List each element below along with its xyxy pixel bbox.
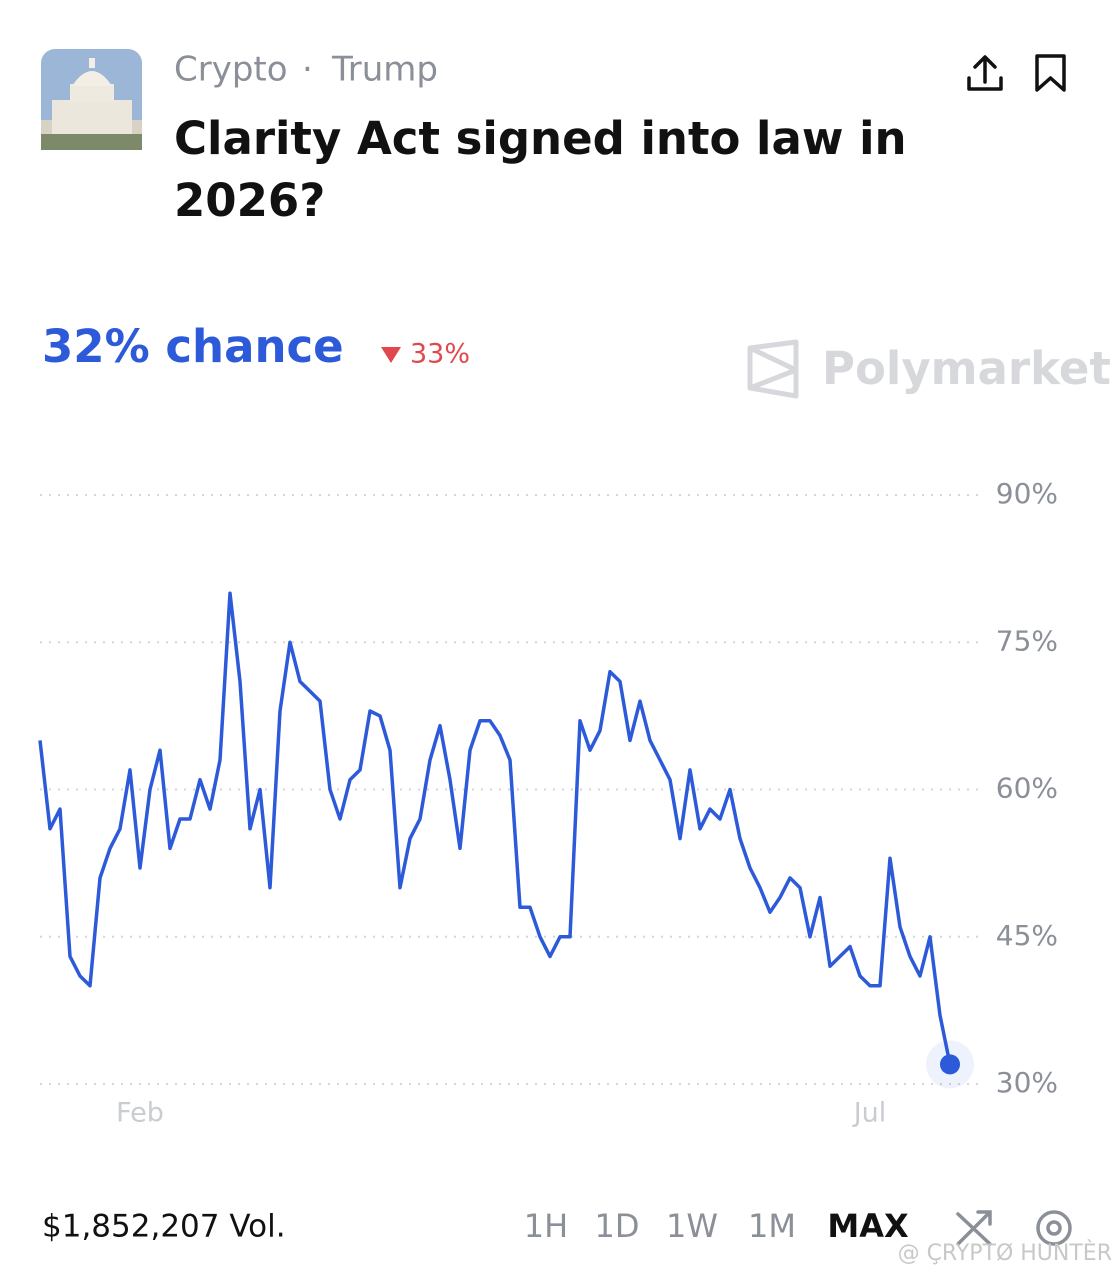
bookmark-button[interactable]: [1035, 54, 1066, 92]
y-tick-label: 60%: [996, 772, 1058, 805]
brand-logo: [747, 339, 799, 399]
y-tick-label: 45%: [996, 919, 1058, 952]
price-line: [38, 591, 952, 1065]
y-tick-label: 30%: [996, 1066, 1058, 1099]
range-button[interactable]: 1M: [748, 1207, 796, 1245]
y-tick-label: 75%: [996, 624, 1058, 657]
range-button[interactable]: 1D: [595, 1207, 640, 1245]
y-tick-label: 90%: [996, 477, 1058, 510]
x-tick-label: Jul: [852, 1098, 887, 1129]
market-icon: [41, 49, 142, 150]
x-tick-label: Feb: [116, 1098, 164, 1129]
watermark: @ ÇRYPTØ HUNTÈR: [898, 1240, 1112, 1266]
down-arrow: [381, 347, 401, 363]
volume: $1,852,207 Vol.: [42, 1209, 286, 1245]
range-button[interactable]: 1H: [524, 1207, 568, 1245]
range-button[interactable]: MAX: [827, 1207, 909, 1245]
range-button[interactable]: 1W: [666, 1207, 718, 1245]
change: 33%: [410, 339, 470, 370]
headline: 32% chance: [42, 320, 344, 373]
chart-settings[interactable]: [956, 1210, 1072, 1246]
current-point: [940, 1054, 960, 1075]
separator: ·: [302, 50, 313, 90]
tag: Trump: [331, 50, 438, 90]
brand: Polymarket: [822, 342, 1111, 395]
share-button[interactable]: [967, 55, 1003, 91]
title: Clarity Act signed into law in: [174, 112, 907, 165]
title: 2026?: [174, 174, 325, 227]
category: Crypto: [174, 50, 288, 90]
